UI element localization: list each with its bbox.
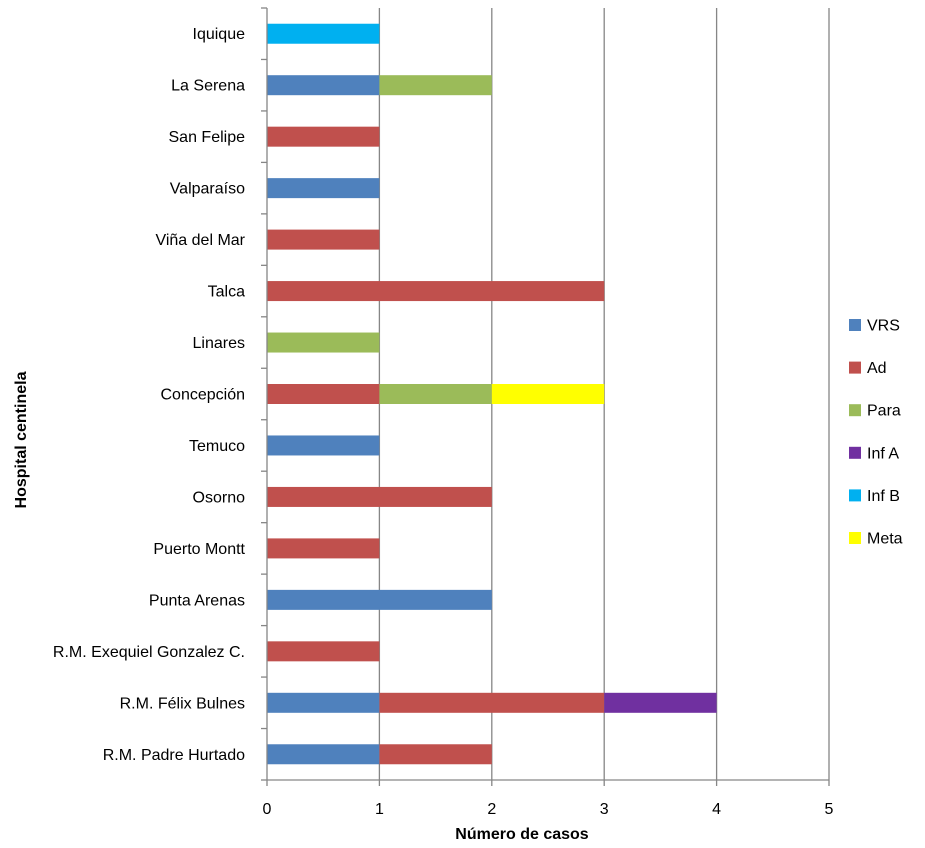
x-axis-title: Número de casos <box>455 826 588 843</box>
legend-label: Inf A <box>867 445 899 462</box>
category-label: Temuco <box>189 438 245 455</box>
bar-ad-12 <box>267 641 380 662</box>
legend-swatch-inf-a <box>849 446 861 459</box>
bar-ad-5 <box>267 281 605 302</box>
legend-swatch-inf-b <box>849 489 861 502</box>
y-axis-title: Hospital centinela <box>13 371 30 508</box>
category-label: La Serena <box>171 78 245 95</box>
legend-swatch-vrs <box>849 319 861 331</box>
bar-vrs-13 <box>267 692 380 713</box>
category-label: San Felipe <box>169 129 246 146</box>
category-label: R.M. Félix Bulnes <box>120 695 245 712</box>
bar-ad-2 <box>267 126 380 147</box>
category-label: Viña del Mar <box>155 232 245 249</box>
axes <box>261 7 830 786</box>
bar-para-1 <box>379 75 492 96</box>
category-label: Osorno <box>193 489 246 506</box>
category-label: Iquique <box>193 26 246 43</box>
legend-label: Inf B <box>867 488 900 505</box>
bar-ad-10 <box>267 538 380 559</box>
legend: VRS Ad Para Inf A Inf B Meta <box>849 318 903 548</box>
category-label: Linares <box>193 335 245 352</box>
x-tick-label: 0 <box>263 801 272 818</box>
bar-para-6 <box>267 332 380 353</box>
x-tick-label: 1 <box>375 801 384 818</box>
bar-ad-9 <box>267 486 492 507</box>
bar-ad-14 <box>379 744 492 765</box>
x-tick-label: 2 <box>487 801 496 818</box>
legend-swatch-ad <box>849 361 861 374</box>
category-label: Valparaíso <box>170 181 245 198</box>
bar-inf-a-13 <box>604 692 717 713</box>
category-label: R.M. Exequiel Gonzalez C. <box>53 644 245 661</box>
bar-vrs-14 <box>267 744 380 765</box>
bar-vrs-3 <box>267 178 380 199</box>
bar-inf-b-0 <box>267 23 380 44</box>
legend-label: Meta <box>867 531 903 548</box>
category-label: Punta Arenas <box>149 592 245 609</box>
legend-label: VRS <box>867 318 900 335</box>
bar-para-7 <box>379 384 492 404</box>
category-label: Puerto Montt <box>153 541 245 558</box>
category-label: Concepción <box>161 387 246 404</box>
legend-swatch-meta <box>849 532 861 544</box>
bar-vrs-1 <box>267 75 380 96</box>
bar-ad-7 <box>267 384 380 404</box>
category-label: R.M. Padre Hurtado <box>103 747 245 764</box>
legend-swatch-para <box>849 404 861 417</box>
bar-vrs-11 <box>267 589 492 610</box>
x-tick-label: 5 <box>825 801 834 818</box>
legend-label: Para <box>867 403 901 420</box>
category-labels: Iquique La Serena San Felipe Valparaíso Viña… <box>53 26 246 764</box>
bar-meta-7 <box>491 384 605 404</box>
x-tick-label: 3 <box>600 801 609 818</box>
bar-ad-13 <box>379 692 605 713</box>
x-tick-label: 4 <box>712 801 721 818</box>
bar-vrs-8 <box>267 435 380 456</box>
bar-ad-4 <box>267 229 380 250</box>
legend-label: Ad <box>867 360 887 377</box>
category-label: Talca <box>208 284 245 301</box>
x-tick-labels: 0 1 2 3 4 5 <box>263 801 834 818</box>
bars <box>267 23 717 765</box>
